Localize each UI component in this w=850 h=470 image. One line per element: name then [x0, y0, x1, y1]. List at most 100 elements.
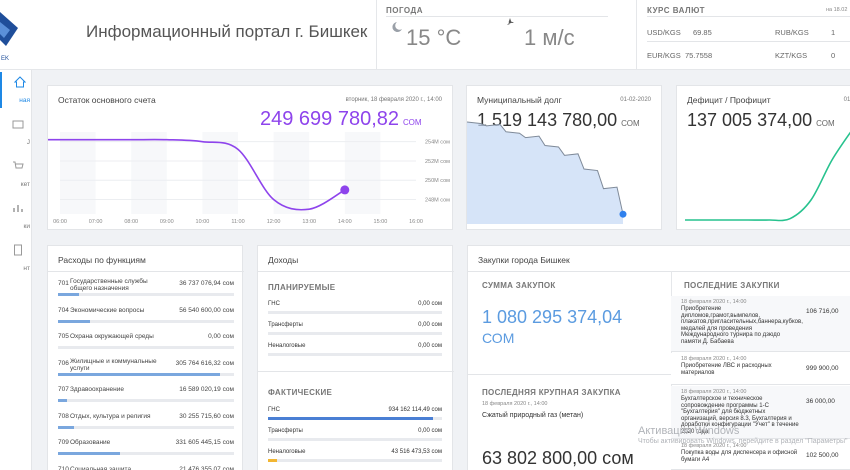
function-code: 707: [58, 386, 69, 393]
recent-purchase-item[interactable]: 18 февраля 2020 г., 14:00 Приобретение ди…: [671, 296, 850, 352]
function-code: 709: [58, 439, 69, 446]
recent-purchase-item[interactable]: 18 февраля 2020 г., 14:00 Приобретение ЛВ…: [671, 353, 850, 385]
sidebar-item-home[interactable]: ная: [0, 72, 32, 108]
debt-area-chart[interactable]: [467, 116, 663, 228]
income-value: 0,00 сом: [418, 322, 442, 328]
income-name: Трансферты: [268, 322, 303, 328]
sidebar-item-label: нт: [23, 265, 30, 272]
sidebar-item-label: J: [26, 139, 30, 146]
grid-band: [202, 132, 238, 214]
function-row: 701 Государственные службы общего назначе…: [56, 275, 234, 301]
function-name: Социальная защита: [70, 465, 132, 470]
balance-series-line: [48, 138, 346, 211]
income-share-fill: [268, 417, 434, 420]
section-rule: [258, 371, 454, 372]
procurement-sum-label: СУММА ЗАКУПОК: [482, 281, 556, 290]
income-row: Трансферты 0,00 сом: [268, 322, 442, 340]
temperature-value: 15 °C: [406, 25, 462, 50]
x-tick-label: 15:00: [374, 219, 388, 225]
function-name: Экономические вопросы: [70, 306, 145, 314]
balance-title: Остаток основного счета: [58, 95, 156, 105]
income-value: 43 516 473,53 сом: [391, 449, 442, 455]
wallet-icon: [12, 120, 24, 129]
card-rule: [48, 271, 244, 272]
grid-band: [344, 132, 381, 214]
balance-value: 249 699 780,82 СОМ: [260, 108, 422, 131]
purchase-amount: 106 716,00: [806, 308, 839, 315]
home-icon: [14, 76, 26, 88]
weather-label: ПОГОДА: [386, 6, 423, 15]
function-code: 710: [58, 465, 69, 470]
deficit-date: 01-02: [843, 97, 850, 103]
balance-date: вторник, 18 февраля 2020 г., 14:00: [345, 97, 442, 103]
function-value: 16 589 020,19 сом: [179, 386, 234, 393]
sidebar-item-statistics[interactable]: ки: [0, 198, 32, 234]
debt-amount: 1 519 143 780,00: [477, 110, 618, 130]
functions-card: Расходы по функциям 701 Государственные с…: [47, 245, 244, 470]
currency-rate: 69.85: [693, 28, 712, 37]
debt-card: Муниципальный долг 01-02-2020 1 519 143 …: [466, 85, 662, 230]
procurement-sum-unit: СОМ: [482, 330, 515, 346]
chart-icon: [13, 205, 23, 212]
function-row: 710 Социальная защита 21 476 355,07 сом: [56, 461, 234, 470]
recent-purchases-label: ПОСЛЕДНИЕ ЗАКУПКИ: [684, 281, 780, 290]
cart-icon: [13, 161, 24, 169]
income-row: ГНС 934 162 114,49 сом: [268, 407, 442, 425]
currency-pair: EUR/KGS: [647, 51, 681, 60]
function-row: 706 Жилищные и коммунальные услуги 305 764…: [56, 355, 234, 381]
debt-title: Муниципальный долг: [477, 95, 562, 105]
debt-value: 1 519 143 780,00 СОМ: [477, 110, 640, 131]
purchase-description: Приобретение дипломов,грамот,вымпелов, п…: [681, 306, 803, 345]
city-logo-icon[interactable]: EK: [0, 6, 20, 62]
function-share-bar: [58, 346, 234, 349]
x-tick-label: 09:00: [160, 219, 174, 225]
income-value: 0,00 сом: [418, 301, 442, 307]
income-value: 0,00 сом: [418, 343, 442, 349]
function-row: 707 Здравоохранение 16 589 020,19 сом: [56, 381, 234, 407]
balance-line-chart[interactable]: 254M сом 252M сом 250M сом 248M сом 06:00 07:…: [48, 126, 454, 226]
income-row: ГНС 0,00 сом: [268, 301, 442, 319]
income-name: Неналоговые: [268, 449, 306, 455]
sidebar-item-documents[interactable]: нт: [0, 240, 32, 276]
function-value: 305 764 616,32 сом: [175, 359, 234, 367]
purchase-description: Бухгалтерское и техническое сопровождени…: [681, 396, 799, 435]
y-tick-label: 252M сом: [425, 159, 450, 165]
function-name: Жилищные и коммунальные услуги: [70, 357, 157, 372]
deficit-value: 137 005 374,00 СОМ: [687, 110, 835, 131]
function-name: Государственные службы общего назначения: [70, 278, 148, 292]
income-name: Трансферты: [268, 428, 303, 434]
sidebar-item-budget[interactable]: J: [0, 114, 32, 150]
income-share-bar: [268, 353, 442, 356]
currency-rate: 0: [831, 51, 836, 60]
function-row: 705 Охрана окружающей среды 0,00 сом: [56, 328, 234, 354]
card-rule: [468, 271, 850, 272]
recent-purchase-item[interactable]: 18 февраля 2020 г., 14:00 Бухгалтерское и…: [671, 386, 850, 439]
currency-pair: RUB/KGS: [775, 28, 809, 37]
currency-rate: 1: [831, 28, 836, 37]
function-name: Образование: [70, 439, 111, 446]
deficit-card: Дефицит / Профицит 01-02 137 005 374,00С…: [676, 85, 850, 230]
sidebar-item-market[interactable]: кет: [0, 156, 32, 192]
purchase-description: Приобретение ЛВС и расходных материалов: [681, 363, 772, 376]
function-share-bar: [58, 319, 234, 323]
debt-unit: СОМ: [621, 119, 640, 128]
function-code: 701: [58, 280, 69, 287]
document-icon: [14, 244, 22, 256]
grid-band: [60, 132, 96, 214]
income-row: Неналоговые 43 516 473,53 сом: [268, 449, 442, 467]
balance-card: Остаток основного счета вторник, 18 февр…: [47, 85, 453, 230]
function-share-fill: [58, 452, 120, 455]
income-card: Доходы ПЛАНИРУЕМЫЕ ГНС 0,00 сом Трансферты…: [257, 245, 454, 470]
income-name: ГНС: [268, 301, 280, 307]
balance-amount: 249 699 780,82: [260, 108, 400, 130]
debt-current-point: [619, 210, 627, 218]
deficit-line-chart[interactable]: [677, 116, 850, 228]
function-name: Отдых, культура и религия: [70, 412, 151, 420]
debt-date: 01-02-2020: [620, 97, 651, 103]
x-tick-label: 07:00: [89, 219, 103, 225]
x-tick-label: 12:00: [267, 219, 281, 225]
function-code: 706: [58, 359, 69, 367]
function-share-bar: [58, 372, 234, 376]
y-tick-label: 254M сом: [425, 140, 450, 146]
income-name: Неналоговые: [268, 343, 306, 349]
